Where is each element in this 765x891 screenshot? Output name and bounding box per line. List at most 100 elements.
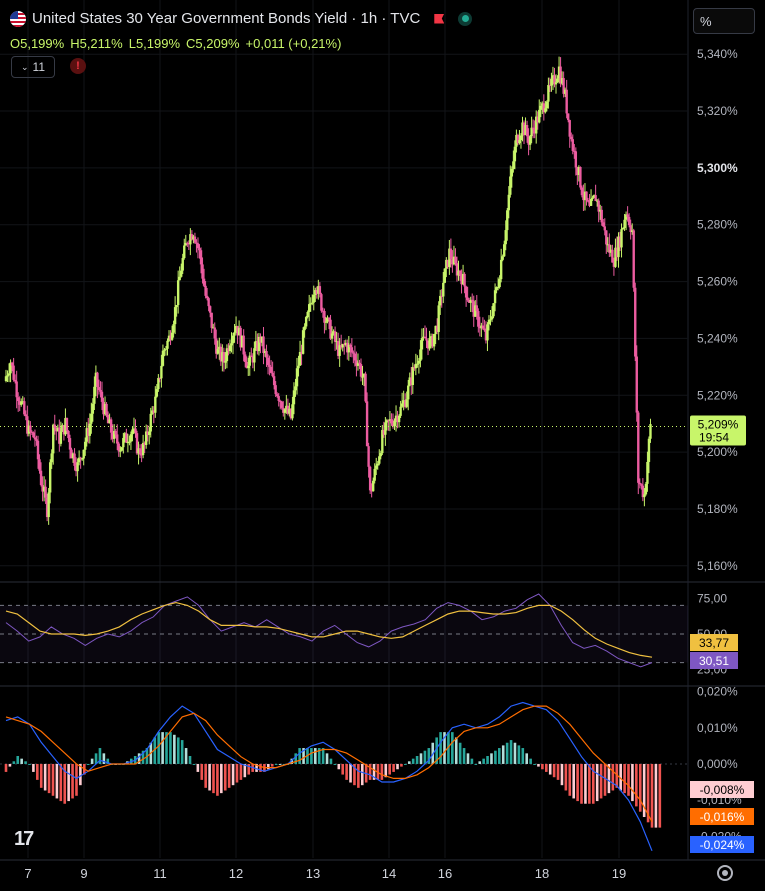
macd-hist-bar: [333, 763, 337, 765]
gear-icon[interactable]: [717, 865, 733, 881]
macd-hist-bar: [423, 750, 427, 764]
candle-body: [132, 428, 136, 430]
macd-hist-bar: [451, 732, 454, 764]
candle-body: [420, 338, 424, 350]
macd-hist-bar: [59, 763, 63, 802]
candle-body: [559, 66, 562, 84]
candle-body: [317, 286, 320, 294]
macd-hist-bar: [544, 763, 548, 772]
candle-body: [280, 401, 283, 408]
candle-body: [579, 167, 582, 188]
candle-body: [23, 401, 26, 415]
indicators-toggle-button[interactable]: ⌄ 11: [11, 56, 55, 78]
macd-hist-bar: [8, 763, 12, 767]
candle-body: [531, 127, 535, 130]
candle-body: [649, 424, 652, 439]
candle-body: [312, 294, 315, 303]
alert-icon[interactable]: !: [70, 58, 86, 74]
candle-body: [609, 249, 613, 253]
candle-body: [309, 303, 312, 305]
candle-body: [254, 341, 258, 349]
candle-body: [620, 229, 623, 248]
candle-body: [362, 373, 366, 377]
candle-body: [330, 333, 334, 339]
candle-body: [355, 360, 358, 366]
candle-body: [647, 438, 651, 462]
ohlc-open: O5,199%: [10, 36, 65, 51]
candle-body: [634, 287, 637, 357]
candle-body: [137, 448, 140, 454]
macd-hist-label: -0,008%: [700, 783, 745, 797]
candle-body: [452, 256, 456, 265]
candle-body: [15, 381, 18, 398]
macd-tick-label: 0,010%: [697, 721, 738, 735]
candle-body: [388, 419, 392, 421]
candle-body: [320, 294, 323, 311]
candle-body: [292, 390, 296, 405]
candle-body: [501, 256, 504, 260]
candle-body: [359, 364, 363, 377]
candle-body: [563, 89, 567, 94]
candle-body: [387, 420, 390, 422]
candle-body: [259, 336, 262, 343]
macd-hist-bar: [294, 753, 298, 764]
candle-body: [567, 113, 570, 121]
macd-hist-bar: [435, 737, 438, 764]
macd-hist-bar: [404, 763, 407, 765]
candle-body: [7, 373, 11, 376]
macd-hist-bar: [501, 745, 505, 764]
macd-hist-bar: [533, 763, 536, 765]
macd-hist-bar: [509, 740, 513, 764]
candle-body: [50, 453, 53, 463]
macd-hist-bar: [325, 753, 329, 764]
candle-body: [506, 210, 509, 231]
candle-body: [378, 456, 381, 464]
market-status-icon[interactable]: [458, 11, 473, 26]
candle-body: [48, 462, 52, 493]
macd-hist-bar: [188, 756, 192, 764]
candle-body: [641, 485, 645, 498]
candle-body: [122, 438, 125, 448]
candle-body: [515, 134, 518, 147]
macd-hist-bar: [560, 763, 564, 786]
y-tick-label: 5,320%: [697, 104, 738, 118]
candle-body: [52, 424, 55, 454]
macd-hist-bar: [654, 763, 658, 828]
candle-body: [21, 401, 24, 403]
macd-hist-tag: [690, 781, 754, 798]
macd-hist-bar: [36, 763, 39, 780]
candle-body: [84, 441, 87, 450]
flag-marker-icon[interactable]: [434, 13, 445, 24]
candle-body: [574, 151, 578, 168]
candle-body: [518, 140, 521, 144]
candle-body: [419, 349, 422, 361]
chart-title: United States 30 Year Government Bonds Y…: [32, 10, 421, 27]
candle-body: [55, 427, 58, 432]
candle-body: [560, 78, 564, 84]
macd-hist-bar: [192, 763, 196, 765]
signal-tag: [690, 808, 754, 825]
candle-body: [216, 349, 219, 354]
candle-body: [279, 400, 282, 402]
candle-body: [461, 273, 465, 285]
candle-body: [640, 484, 643, 486]
candle-body: [373, 468, 376, 481]
candle-body: [116, 434, 119, 444]
candle-body: [187, 243, 191, 245]
candle-body: [158, 377, 162, 379]
candle-body: [528, 136, 532, 145]
unit-selector[interactable]: %: [693, 8, 755, 34]
candle-body: [65, 418, 69, 431]
candle-body: [148, 431, 151, 436]
candle-body: [131, 429, 134, 435]
candle-body: [99, 390, 102, 392]
candle-body: [64, 418, 67, 435]
candle-body: [598, 209, 602, 212]
candle-body: [314, 290, 317, 295]
y-tick-label: 5,300%: [697, 161, 738, 175]
candle-body: [71, 453, 75, 459]
candle-body: [361, 376, 364, 378]
macd-hist-bar: [615, 763, 619, 788]
candle-body: [644, 483, 648, 495]
